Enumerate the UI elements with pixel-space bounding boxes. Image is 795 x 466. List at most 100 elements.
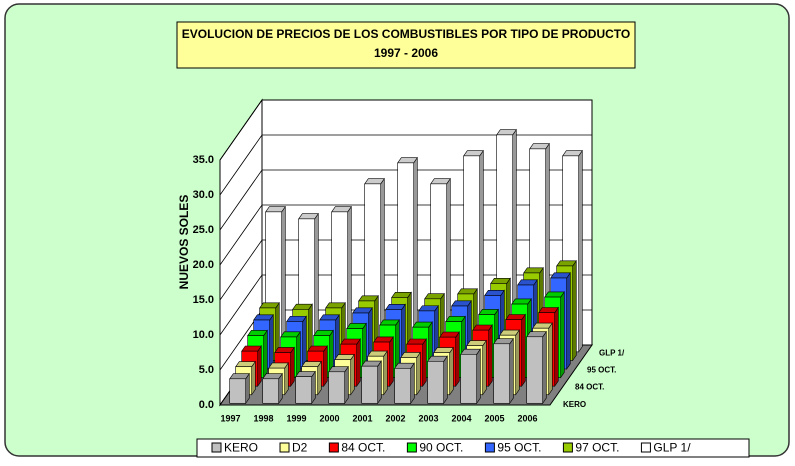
bar-top	[538, 307, 559, 313]
bar-top	[352, 307, 373, 314]
bar-side	[509, 337, 514, 405]
y-tick-label: 20.0	[193, 259, 214, 271]
bar	[394, 367, 412, 404]
x-tick-label: 1999	[286, 413, 306, 423]
bar-side	[422, 338, 427, 388]
bar-top	[280, 331, 301, 338]
bar-top	[331, 206, 352, 213]
bar-side	[269, 313, 274, 370]
bar-side	[488, 324, 493, 388]
z-tick-label: 95 OCT.	[587, 366, 616, 375]
legend-swatch	[406, 442, 417, 453]
bar-top	[460, 348, 481, 355]
bar-side	[257, 345, 262, 388]
bar	[526, 336, 544, 404]
bar-top	[526, 331, 547, 338]
bar-top	[463, 150, 484, 157]
bar-side	[389, 335, 394, 388]
bar-top	[364, 178, 385, 185]
bar-top	[451, 300, 472, 307]
bar-side	[296, 330, 301, 379]
bar-side	[482, 339, 487, 396]
y-tick-label: 35.0	[193, 154, 214, 166]
bar-top	[394, 362, 415, 369]
bar-top	[286, 315, 307, 322]
bar-top	[358, 295, 379, 302]
bar-top	[253, 314, 274, 321]
x-tick-label: 2004	[451, 413, 471, 423]
bar	[295, 376, 313, 404]
bar-side	[455, 331, 460, 388]
bar-top	[313, 330, 334, 336]
bar-top	[328, 366, 349, 373]
bar-top	[385, 304, 406, 310]
bar-top	[499, 329, 520, 336]
bar-top	[466, 340, 487, 347]
z-tick-label: 84 OCT.	[575, 383, 604, 392]
grid-line	[219, 99, 592, 161]
bar-top	[532, 322, 553, 329]
legend-swatch	[279, 442, 290, 453]
legend-label: 90 OCT.	[419, 441, 463, 455]
bar-side	[572, 259, 577, 362]
bar-top	[412, 321, 433, 328]
bar	[493, 343, 511, 404]
bar-side	[350, 353, 355, 396]
x-tick-label: 1998	[253, 413, 273, 423]
bar-side	[263, 329, 268, 379]
bar-top	[235, 361, 256, 368]
bar-top	[292, 303, 313, 310]
bar-side	[323, 345, 328, 388]
bar-top	[259, 302, 280, 309]
bar-top	[517, 279, 538, 286]
bar-top	[562, 150, 583, 157]
legend-label: 84 OCT.	[341, 441, 385, 455]
x-tick-label: 2006	[517, 413, 537, 423]
bar-top	[493, 338, 514, 345]
bar-side	[251, 360, 256, 396]
bar-side	[383, 350, 388, 396]
y-axis-label: NUEVOS SOLES	[177, 195, 191, 290]
bar	[460, 353, 478, 404]
bar-top	[298, 213, 319, 220]
bar-side	[281, 205, 286, 353]
bar-side	[566, 271, 571, 370]
bar-top	[307, 345, 328, 352]
bar-top	[319, 314, 340, 321]
y-tick-label: 25.0	[193, 224, 214, 236]
x-tick-label: 2000	[319, 413, 339, 423]
bar-top	[445, 316, 466, 322]
bar-top	[361, 360, 382, 367]
bar-side	[554, 306, 559, 388]
bar-side	[356, 338, 361, 388]
bar-top	[472, 324, 493, 331]
legend-label: KERO	[224, 441, 258, 455]
legend-swatch	[562, 442, 573, 453]
bar-top	[556, 260, 577, 267]
bar-side	[578, 149, 583, 353]
bar-top	[529, 143, 550, 150]
z-tick-label: GLP 1/	[599, 348, 625, 357]
bar-top	[400, 352, 421, 358]
legend-swatch	[211, 442, 222, 453]
bar-top	[496, 129, 517, 136]
bar-top	[424, 293, 445, 300]
bar-top	[550, 272, 571, 279]
bar-top	[274, 347, 295, 353]
bar-side	[560, 290, 565, 379]
bar-top	[241, 345, 262, 352]
bar-top	[262, 373, 283, 380]
bar-top	[430, 178, 451, 185]
bar-side	[542, 330, 547, 405]
bar-top	[325, 302, 346, 309]
legend-swatch	[484, 442, 495, 453]
bar-side	[476, 348, 481, 405]
bar-top	[490, 277, 511, 284]
bar-top	[346, 323, 367, 329]
chart-subtitle: 1997 - 2006	[374, 46, 438, 60]
bar-top	[391, 291, 412, 298]
bar-top	[418, 305, 439, 312]
bar-top	[265, 206, 286, 213]
bar	[262, 378, 280, 404]
